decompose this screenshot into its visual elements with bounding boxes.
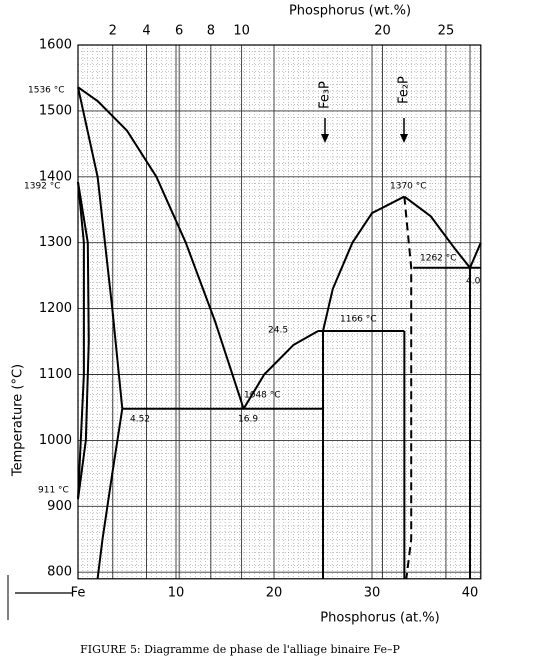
phase-boundary [322, 195, 405, 332]
annotation: 1392 °C [24, 182, 61, 192]
x-tick-label: 10 [168, 586, 185, 601]
x-axis-label: Phosphorus (at.%) [320, 611, 439, 626]
y-tick-label: 1200 [39, 301, 72, 316]
annotation: 1536 °C [28, 86, 65, 96]
x2-tick-label: 2 [109, 24, 117, 39]
annotation: 1262 °C [420, 254, 457, 264]
phase-boundary [242, 330, 319, 410]
annotation: 4.52 [130, 415, 150, 425]
x2-tick-label: 8 [207, 24, 215, 39]
x-tick-label: 40 [462, 586, 479, 601]
x2-tick-label: 20 [374, 24, 391, 39]
arrow-head [400, 134, 408, 143]
y-axis-label: Temperature (°C) [11, 364, 26, 477]
x2-tick-label: 10 [233, 24, 250, 39]
x-tick-label: 30 [364, 586, 381, 601]
y-tick-label: 1400 [39, 169, 72, 184]
y-tick-label: 1600 [39, 38, 72, 53]
annotation: Fe₃P [318, 81, 333, 109]
x2-tick-label: 25 [438, 24, 455, 39]
phase-boundary [77, 181, 90, 500]
phase-boundary [77, 86, 124, 409]
y-tick-label: 1100 [39, 367, 72, 382]
x-tick-label: Fe [71, 586, 86, 601]
y-tick-label: 900 [47, 499, 72, 514]
y-tick-label: 1300 [39, 235, 72, 250]
annotation: 1370 °C [390, 182, 427, 192]
y-tick-label: 800 [47, 565, 72, 580]
x2-axis-label: Phosphorus (wt.%) [289, 4, 411, 19]
y-tick-label: 1000 [39, 433, 72, 448]
annotation: 911 °C [38, 486, 69, 496]
phase-boundary [77, 181, 85, 500]
annotation: 1048 °C [244, 391, 281, 401]
annotation: 16.9 [238, 415, 258, 425]
plot-frame [77, 44, 482, 580]
x2-tick-label: 4 [142, 24, 150, 39]
x-tick-label: 20 [266, 586, 283, 601]
caption: FIGURE 5: Diagramme de phase de l'alliag… [80, 643, 400, 656]
annotation: Fe₂P [397, 76, 412, 104]
x2-tick-label: 6 [175, 24, 183, 39]
annotation: 1166 °C [340, 315, 377, 325]
annotation: 4.0 [466, 277, 481, 287]
phase-boundary [77, 86, 245, 410]
annotation: 24.5 [268, 326, 288, 336]
phase-boundary [96, 408, 124, 579]
y-tick-label: 1500 [39, 103, 72, 118]
phase-boundary [403, 195, 482, 269]
arrow-head [321, 134, 329, 143]
